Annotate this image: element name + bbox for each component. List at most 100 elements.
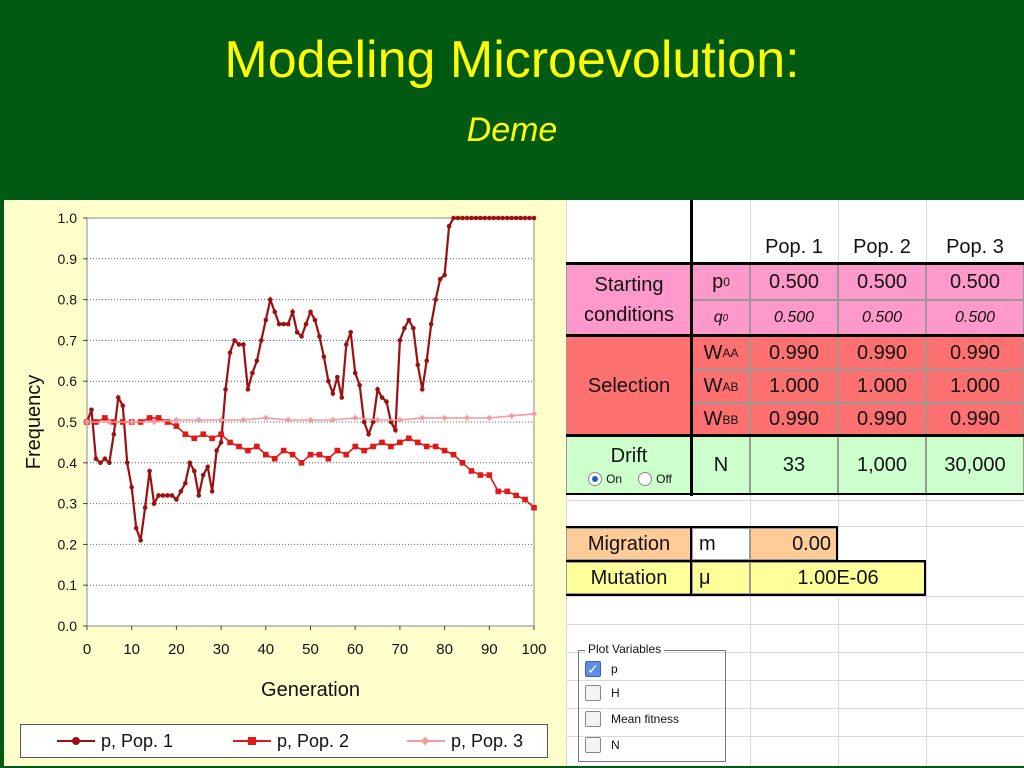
checkbox-n[interactable]: [585, 737, 601, 753]
p0-pop2-field[interactable]: 0.500: [838, 264, 926, 300]
data-point-pop1: [276, 321, 282, 327]
data-point-pop1: [361, 419, 367, 425]
data-point-pop1: [267, 297, 273, 302]
plot-var-n[interactable]: N: [585, 737, 620, 753]
data-point-pop1: [433, 297, 438, 302]
data-point-pop1: [160, 493, 166, 498]
n-pop2-field[interactable]: 1,000: [838, 436, 926, 494]
data-point-pop1: [366, 431, 371, 437]
wbb-pop1-field[interactable]: 0.990: [750, 403, 838, 436]
plot-var-h[interactable]: H: [585, 685, 620, 701]
data-point-pop1: [513, 215, 519, 221]
x-tick-label: 40: [257, 641, 274, 658]
legend-item-pop3: p, Pop. 3: [407, 725, 523, 757]
p0-pop3-field[interactable]: 0.500: [926, 264, 1024, 300]
wab-label: W AB: [692, 370, 750, 403]
data-point-pop1: [124, 460, 130, 466]
data-point-pop1: [245, 387, 251, 392]
data-point-pop1: [89, 407, 94, 413]
data-point-pop2: [343, 451, 350, 458]
data-point-pop2: [227, 439, 233, 446]
data-point-pop2: [182, 431, 189, 438]
data-point-pop1: [375, 387, 380, 392]
data-point-pop1: [263, 317, 269, 323]
data-point-pop1: [527, 215, 532, 221]
data-point-pop1: [469, 215, 474, 221]
data-point-pop2: [370, 443, 376, 450]
x-tick-label: 50: [302, 641, 319, 658]
data-point-pop1: [428, 321, 434, 327]
data-point-pop1: [259, 338, 264, 343]
data-point-pop1: [482, 215, 488, 221]
data-point-pop1: [250, 370, 255, 376]
drift-off-label: Off: [656, 472, 672, 486]
data-point-pop2: [441, 447, 448, 454]
data-point-pop1: [455, 215, 461, 221]
plot-var-mean-fitness-label: Mean fitness: [611, 712, 680, 726]
data-point-pop1: [129, 484, 134, 490]
data-point-pop2: [263, 451, 269, 458]
data-point-pop1: [491, 215, 497, 221]
data-point-pop1: [437, 276, 443, 282]
x-tick-label: 70: [392, 641, 409, 658]
data-point-pop1: [174, 497, 179, 502]
mutation-field[interactable]: 1.00E-06: [750, 562, 926, 594]
data-point-pop1: [191, 468, 197, 474]
checkbox-p[interactable]: ✓: [585, 661, 601, 677]
data-point-pop1: [281, 321, 286, 327]
data-point-pop1: [393, 427, 398, 433]
data-point-pop3: [128, 418, 135, 426]
data-point-pop2: [254, 443, 260, 450]
data-point-pop1: [518, 215, 523, 221]
y-tick-label: 0.6: [58, 373, 78, 389]
wab-pop3-field[interactable]: 1.000: [926, 370, 1024, 403]
data-point-pop1: [504, 215, 510, 221]
data-point-pop2: [191, 435, 198, 442]
data-point-pop1: [169, 493, 175, 498]
p0-pop1-field[interactable]: 0.500: [750, 264, 838, 300]
data-point-pop1: [308, 309, 313, 315]
n-label: N: [692, 436, 750, 494]
wbb-pop2-field[interactable]: 0.990: [838, 403, 926, 436]
data-point-pop3: [173, 416, 180, 424]
data-point-pop1: [446, 223, 452, 229]
data-point-pop1: [98, 460, 103, 466]
legend-label-pop3: p, Pop. 3: [451, 730, 524, 751]
data-point-pop1: [384, 399, 389, 404]
content-area: 0.0 0.1 0.2 0.3 0.4 0.5 0.6 0.7 0.8 0.9 1.0 0 10 20 30…: [4, 200, 1024, 766]
data-point-pop2: [513, 492, 519, 499]
waa-pop3-field[interactable]: 0.990: [926, 336, 1024, 370]
data-point-pop2: [325, 455, 332, 462]
data-point-pop2: [361, 447, 367, 454]
waa-pop1-field[interactable]: 0.990: [750, 336, 838, 370]
data-point-pop1: [218, 440, 224, 445]
waa-pop2-field[interactable]: 0.990: [838, 336, 926, 370]
checkbox-h[interactable]: [585, 685, 601, 701]
data-point-pop1: [241, 342, 246, 347]
data-point-pop1: [406, 317, 412, 323]
data-point-pop1: [200, 472, 206, 478]
y-tick-label: 0.3: [58, 496, 78, 512]
drift-off-radio[interactable]: [638, 472, 653, 486]
plot-var-p[interactable]: ✓ p: [585, 661, 618, 677]
wab-pop1-field[interactable]: 1.000: [750, 370, 838, 403]
n-pop1-field[interactable]: 33: [750, 436, 838, 494]
n-pop3-field[interactable]: 30,000: [926, 436, 1024, 494]
wbb-pop3-field[interactable]: 0.990: [926, 403, 1024, 436]
data-point-pop1: [303, 321, 309, 327]
data-point-pop1: [272, 309, 278, 315]
plot-var-mean-fitness[interactable]: Mean fitness: [585, 711, 679, 727]
data-point-pop1: [495, 215, 501, 221]
data-point-pop2: [504, 488, 510, 495]
migration-field[interactable]: 0.00: [750, 528, 838, 560]
data-point-pop2: [414, 439, 421, 446]
checkbox-mean-fitness[interactable]: [585, 711, 601, 727]
data-point-pop2: [432, 443, 439, 450]
wab-pop2-field[interactable]: 1.000: [838, 370, 926, 403]
data-point-pop2: [388, 443, 394, 450]
drift-on-radio[interactable]: [588, 472, 603, 486]
data-point-pop2: [164, 419, 171, 425]
x-tick-label: 20: [168, 641, 185, 658]
data-point-pop1: [335, 374, 340, 380]
